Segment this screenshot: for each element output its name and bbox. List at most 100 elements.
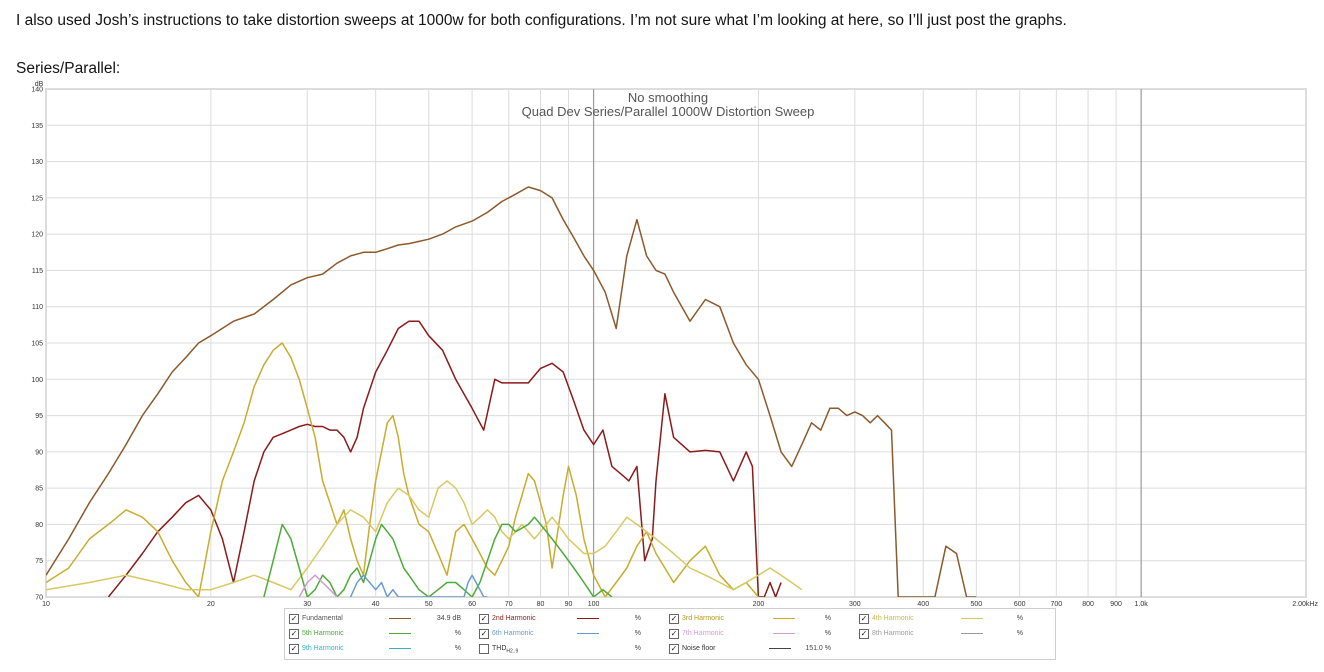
checkbox-checked-icon[interactable]: ✓ (289, 644, 299, 654)
y-tick-label: 130 (31, 159, 43, 166)
series-line-6th-harmonic (349, 574, 488, 597)
x-tick-label: 10 (42, 601, 50, 608)
legend-value: % (634, 615, 641, 622)
legend-label: 7th Harmonic (682, 630, 724, 637)
x-tick-label: 300 (849, 601, 861, 608)
y-tick-label: 90 (35, 449, 43, 456)
x-tick-label: 40 (372, 601, 380, 608)
legend-item-8th-harmonic[interactable]: ✓ 8th Harmonic % (859, 626, 1039, 641)
x-tick-label: 80 (537, 601, 545, 608)
legend-item-3rd-harmonic[interactable]: ✓ 3rd Harmonic % (669, 611, 849, 626)
legend-item-2nd-harmonic[interactable]: ✓ 2nd Harmonic % (479, 611, 659, 626)
legend-label: THDH2..9 (492, 641, 518, 659)
y-tick-label: 75 (35, 558, 43, 565)
checkbox-checked-icon[interactable]: ✓ (859, 629, 869, 639)
legend-label: 3rd Harmonic (682, 615, 725, 622)
legend-label: Fundamental (302, 615, 343, 622)
legend-label: 4th Harmonic (872, 615, 914, 622)
legend-item-fundamental[interactable]: ✓ Fundamental 34.9 dB (289, 611, 469, 626)
checkbox-checked-icon[interactable]: ✓ (859, 614, 869, 624)
legend-item-7th-harmonic[interactable]: ✓ 7th Harmonic % (669, 626, 849, 641)
y-tick-label: 140 (31, 87, 43, 94)
y-tick-label: 135 (31, 123, 43, 130)
checkbox-checked-icon[interactable]: ✓ (669, 629, 679, 639)
y-tick-label: 110 (32, 304, 43, 311)
x-tick-label: 30 (303, 601, 311, 608)
legend-value: % (1016, 630, 1023, 637)
y-tick-label: 120 (31, 232, 43, 239)
chart-title: Quad Dev Series/Parallel 1000W Distortio… (522, 104, 815, 119)
x-tick-label: 2.00kHz (1292, 601, 1318, 608)
legend-value: 34.9 dB (436, 615, 461, 622)
x-tick-label: 400 (917, 601, 929, 608)
legend-item-6th-harmonic[interactable]: ✓ 6th Harmonic % (479, 626, 659, 641)
legend-label: 8th Harmonic (872, 630, 914, 637)
checkbox-checked-icon[interactable]: ✓ (479, 629, 489, 639)
legend-label: 6th Harmonic (492, 630, 534, 637)
x-tick-label: 90 (565, 601, 573, 608)
legend-value: % (454, 630, 461, 637)
x-tick-label: 1.0k (1135, 601, 1149, 608)
legend-label: 2nd Harmonic (492, 615, 536, 622)
checkbox-unchecked-icon[interactable] (479, 644, 489, 654)
legend-swatch (389, 633, 411, 635)
series-line-2nd-harmonic (107, 320, 782, 597)
y-tick-label: 70 (35, 595, 43, 602)
x-tick-label: 900 (1110, 601, 1122, 608)
x-tick-label: 70 (505, 601, 513, 608)
thd-subscript: H2..9 (506, 648, 519, 655)
legend-swatch (577, 618, 599, 620)
section-label: Series/Parallel: (16, 60, 121, 77)
legend-value: % (1016, 615, 1023, 622)
legend-swatch (577, 633, 599, 635)
y-tick-label: 125 (31, 195, 43, 202)
y-tick-label: 105 (31, 341, 43, 348)
legend-label: Noise floor (682, 645, 716, 652)
legend-swatch (961, 633, 983, 635)
series-line-3rd-harmonic (46, 342, 759, 597)
x-tick-label: 700 (1050, 601, 1062, 608)
y-tick-label: 95 (35, 413, 43, 420)
distortion-chart: 70 75 80 85 90 95 100 105 110 115 120 125 130 135 140 1… (31, 81, 1318, 609)
legend-value: % (634, 645, 641, 652)
thd-label: THD (492, 645, 507, 652)
legend-swatch (769, 648, 791, 650)
legend-value: 151.0 % (805, 645, 831, 652)
legend-item-noise-floor[interactable]: ✓ Noise floor 151.0 % (669, 641, 849, 656)
y-tick-label: 85 (35, 486, 43, 493)
legend-value: % (634, 630, 641, 637)
legend-swatch (961, 618, 983, 620)
checkbox-checked-icon[interactable]: ✓ (669, 644, 679, 654)
checkbox-checked-icon[interactable]: ✓ (669, 614, 679, 624)
legend-item-4th-harmonic[interactable]: ✓ 4th Harmonic % (859, 611, 1039, 626)
x-tick-label: 600 (1014, 601, 1026, 608)
legend-item-thd[interactable]: THDH2..9 % (479, 641, 659, 656)
legend-swatch (389, 618, 411, 620)
series-line-4th-harmonic (46, 480, 803, 591)
x-tick-label: 60 (468, 601, 476, 608)
post-text: I also used Josh’s instructions to take … (16, 12, 1067, 29)
legend-item-9th-harmonic[interactable]: ✓ 9th Harmonic % (289, 641, 469, 656)
x-tick-label: 500 (970, 601, 982, 608)
x-tick-label: 100 (588, 601, 600, 608)
legend: ✓ Fundamental 34.9 dB ✓ 2nd Harmonic % ✓… (284, 608, 1056, 660)
checkbox-checked-icon[interactable]: ✓ (289, 629, 299, 639)
chart-subtitle: No smoothing (628, 90, 708, 105)
y-tick-label: 115 (32, 268, 43, 275)
series-line-fundamental (46, 186, 977, 597)
series-line-7th-harmonic (298, 574, 338, 597)
x-tick-label: 800 (1082, 601, 1094, 608)
legend-value: % (824, 630, 831, 637)
legend-value: % (824, 615, 831, 622)
legend-swatch (773, 633, 795, 635)
checkbox-checked-icon[interactable]: ✓ (289, 614, 299, 624)
chart-axes: 70 75 80 85 90 95 100 105 110 115 120 125 130 135 140 1… (31, 87, 1318, 609)
x-tick-label: 200 (753, 601, 765, 608)
legend-swatch (389, 648, 411, 650)
legend-value: % (454, 645, 461, 652)
legend-item-5th-harmonic[interactable]: ✓ 5th Harmonic % (289, 626, 469, 641)
checkbox-checked-icon[interactable]: ✓ (479, 614, 489, 624)
legend-label: 9th Harmonic (302, 645, 344, 652)
series-line-5th-harmonic (263, 516, 613, 597)
y-axis-unit: dB (35, 81, 44, 88)
